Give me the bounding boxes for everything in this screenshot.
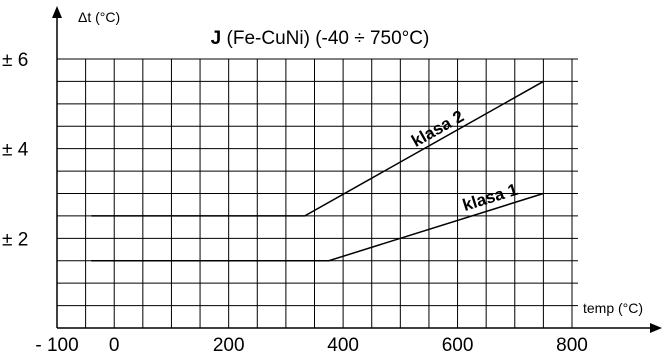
y-tick-label: ± 4 [2, 140, 29, 161]
x-tick-label: 200 [213, 335, 245, 354]
x-tick-label: 800 [556, 335, 588, 354]
x-tick-label: - 100 [35, 335, 78, 354]
y-tick-label: ± 2 [2, 229, 28, 250]
x-tick-label: 600 [442, 335, 474, 354]
x-axis-arrow-icon [650, 323, 662, 333]
y-axis-label: Δt (°C) [78, 9, 120, 25]
chart-title-rest: (Fe-CuNi) (-40 ÷ 750°C) [221, 28, 429, 49]
tick-labels: - 100 0 200 400 600 800 ± 2 ± 4 ± 6 [2, 50, 588, 354]
x-tick-label: 400 [327, 335, 359, 354]
chart-title-bold: J [211, 28, 222, 49]
y-axis-arrow-icon [52, 6, 62, 18]
x-axis-label: temp (°C) [583, 300, 643, 316]
axes [52, 6, 662, 333]
y-tick-label: ± 6 [2, 50, 28, 71]
x-tick-label: 0 [109, 335, 120, 354]
grid [57, 58, 578, 328]
chart-title: J (Fe-CuNi) (-40 ÷ 750°C) [211, 28, 430, 49]
series-line-klasa-1 [91, 192, 544, 262]
series-line-klasa-2 [91, 80, 544, 217]
series-lines [91, 80, 544, 262]
